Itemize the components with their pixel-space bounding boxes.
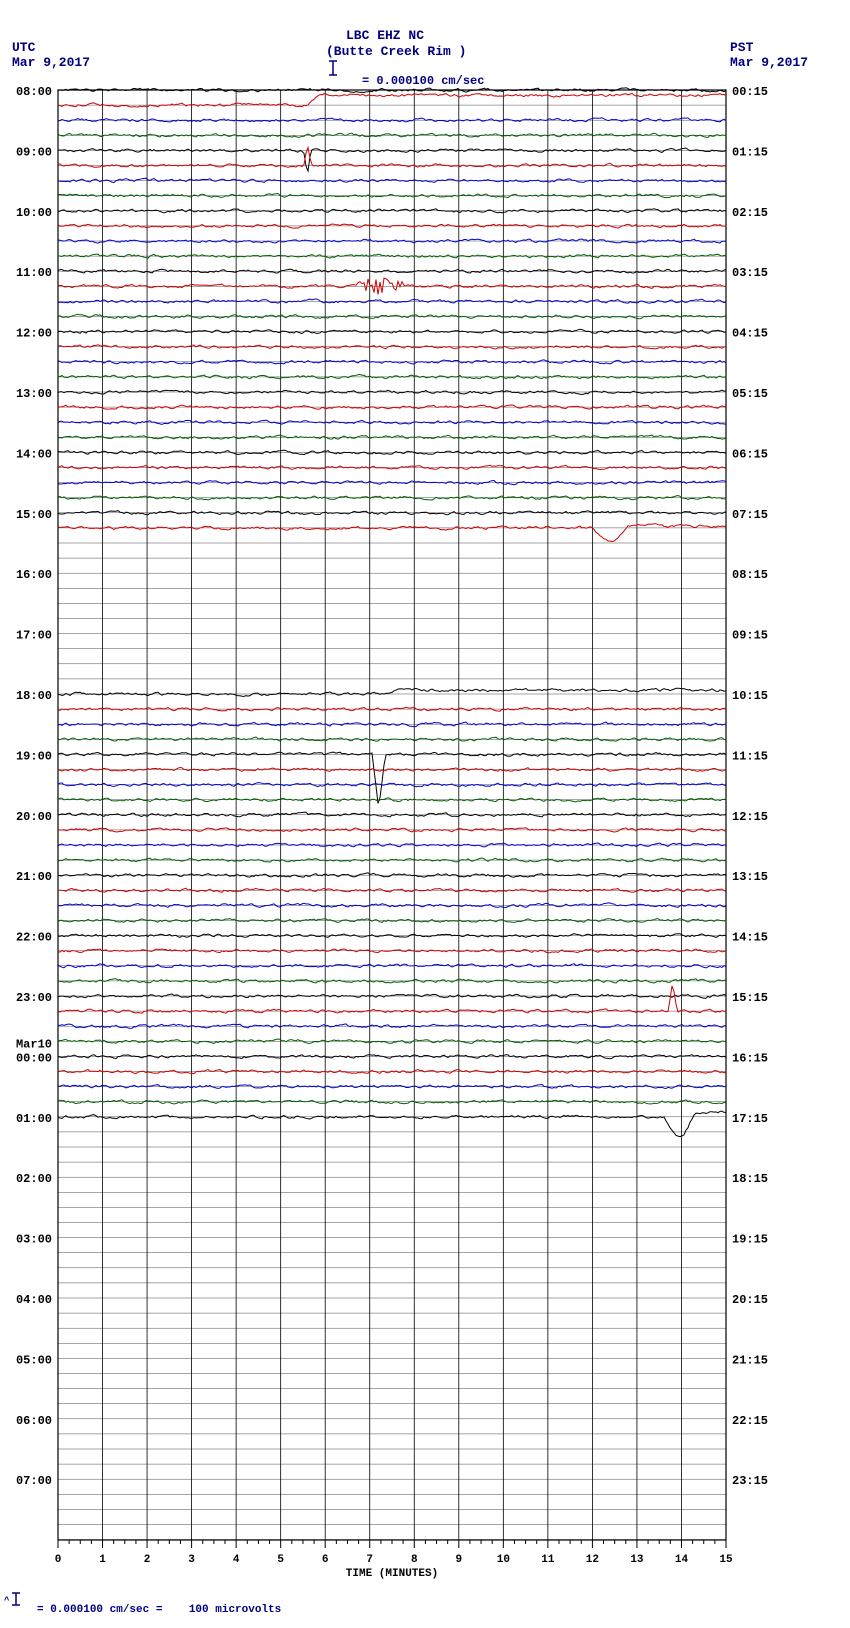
svg-text:12: 12 (586, 1554, 599, 1566)
svg-text:TIME (MINUTES): TIME (MINUTES) (346, 1568, 438, 1580)
svg-text:13:00: 13:00 (16, 387, 52, 401)
svg-text:02:00: 02:00 (16, 1172, 52, 1186)
svg-text:04:15: 04:15 (732, 327, 768, 341)
svg-text:09:15: 09:15 (732, 629, 768, 643)
svg-text:^: ^ (4, 1596, 10, 1606)
svg-text:1: 1 (99, 1554, 106, 1566)
svg-text:11: 11 (541, 1554, 555, 1566)
svg-text:23:15: 23:15 (732, 1474, 768, 1488)
svg-text:10:00: 10:00 (16, 206, 52, 220)
svg-text:14:15: 14:15 (732, 931, 768, 945)
svg-text:15:15: 15:15 (732, 991, 768, 1005)
svg-text:5: 5 (277, 1554, 284, 1566)
svg-text:16:00: 16:00 (16, 568, 52, 582)
svg-text:15:00: 15:00 (16, 508, 52, 522)
svg-text:22:15: 22:15 (732, 1414, 768, 1428)
footer-scale: ^ = 0.000100 cm/sec = 100 microvolts (4, 1592, 281, 1628)
svg-text:10: 10 (497, 1554, 510, 1566)
svg-text:9: 9 (455, 1554, 462, 1566)
footer-text: = 0.000100 cm/sec = 100 microvolts (30, 1604, 281, 1616)
svg-text:4: 4 (233, 1554, 240, 1566)
svg-text:02:15: 02:15 (732, 206, 768, 220)
svg-text:04:00: 04:00 (16, 1293, 52, 1307)
svg-text:03:00: 03:00 (16, 1233, 52, 1247)
svg-text:17:00: 17:00 (16, 629, 52, 643)
svg-text:14:00: 14:00 (16, 447, 52, 461)
svg-text:20:00: 20:00 (16, 810, 52, 824)
svg-text:11:15: 11:15 (732, 749, 768, 763)
svg-text:00:15: 00:15 (732, 85, 768, 99)
svg-text:06:00: 06:00 (16, 1414, 52, 1428)
svg-text:21:15: 21:15 (732, 1353, 768, 1367)
svg-text:19:15: 19:15 (732, 1233, 768, 1247)
svg-text:15: 15 (719, 1554, 733, 1566)
svg-text:Mar10: Mar10 (16, 1037, 52, 1051)
svg-text:01:00: 01:00 (16, 1112, 52, 1126)
svg-text:20:15: 20:15 (732, 1293, 768, 1307)
svg-text:08:00: 08:00 (16, 85, 52, 99)
svg-text:7: 7 (366, 1554, 373, 1566)
svg-text:00:00: 00:00 (16, 1051, 52, 1065)
svg-text:18:00: 18:00 (16, 689, 52, 703)
svg-text:23:00: 23:00 (16, 991, 52, 1005)
svg-text:06:15: 06:15 (732, 447, 768, 461)
svg-text:12:15: 12:15 (732, 810, 768, 824)
svg-text:09:00: 09:00 (16, 145, 52, 159)
svg-text:05:00: 05:00 (16, 1353, 52, 1367)
seismogram-plot: 0123456789101112131415TIME (MINUTES)08:0… (0, 0, 850, 1613)
svg-text:17:15: 17:15 (732, 1112, 768, 1126)
svg-text:05:15: 05:15 (732, 387, 768, 401)
svg-text:6: 6 (322, 1554, 329, 1566)
svg-text:18:15: 18:15 (732, 1172, 768, 1186)
svg-text:07:00: 07:00 (16, 1474, 52, 1488)
svg-text:13:15: 13:15 (732, 870, 768, 884)
svg-text:13: 13 (630, 1554, 644, 1566)
svg-text:3: 3 (188, 1554, 195, 1566)
svg-text:01:15: 01:15 (732, 145, 768, 159)
svg-text:19:00: 19:00 (16, 749, 52, 763)
svg-text:8: 8 (411, 1554, 418, 1566)
svg-text:0: 0 (55, 1554, 62, 1566)
svg-text:16:15: 16:15 (732, 1051, 768, 1065)
svg-text:11:00: 11:00 (16, 266, 52, 280)
svg-text:07:15: 07:15 (732, 508, 768, 522)
svg-text:10:15: 10:15 (732, 689, 768, 703)
svg-text:03:15: 03:15 (732, 266, 768, 280)
svg-text:22:00: 22:00 (16, 931, 52, 945)
svg-text:08:15: 08:15 (732, 568, 768, 582)
svg-text:2: 2 (144, 1554, 151, 1566)
svg-text:21:00: 21:00 (16, 870, 52, 884)
seismogram-container: LBC EHZ NC (Butte Creek Rim ) = 0.000100… (0, 0, 850, 1613)
svg-text:12:00: 12:00 (16, 327, 52, 341)
svg-text:14: 14 (675, 1554, 689, 1566)
